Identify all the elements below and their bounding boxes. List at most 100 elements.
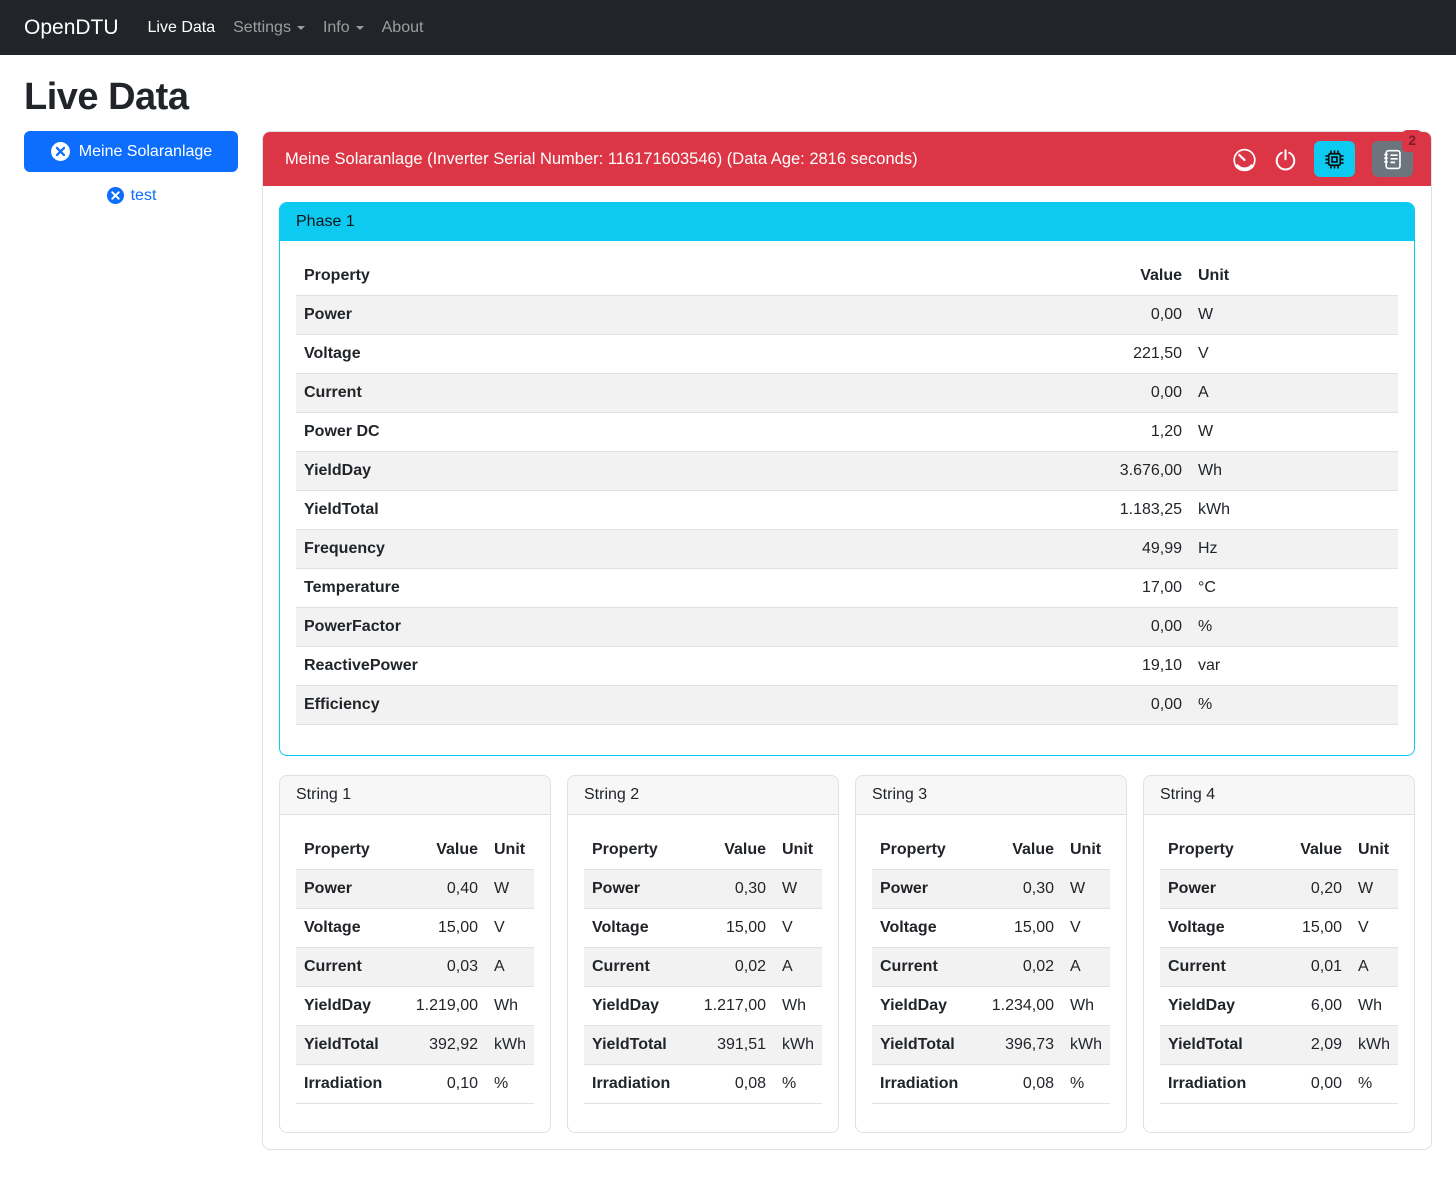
string-table: Property Value Unit Power 0,30 W Voltage 15,… xyxy=(872,831,1110,1104)
col-header-value: Value xyxy=(980,831,1062,870)
chevron-down-icon xyxy=(355,25,364,30)
string-card-title: String 1 xyxy=(280,776,550,815)
col-header-unit: Unit xyxy=(486,831,534,870)
table-header-row: Property Value Unit xyxy=(296,257,1398,296)
nav-item-info[interactable]: Info xyxy=(314,11,373,45)
table-row: YieldTotal 391,51 kWh xyxy=(584,1025,822,1065)
col-header-value: Value xyxy=(1268,831,1350,870)
string-table: Property Value Unit Power 0,20 W Voltage 15,… xyxy=(1160,831,1398,1104)
phase-card-title: Phase 1 xyxy=(280,203,1414,241)
table-row: YieldDay 6,00 Wh xyxy=(1160,986,1398,1026)
col-header-property: Property xyxy=(296,257,1050,296)
phase-card-body: Property Value Unit Power 0,00 W Voltage 221… xyxy=(280,241,1414,755)
limit-settings-button[interactable] xyxy=(1232,147,1257,172)
table-row: Current 0,02 A xyxy=(872,947,1110,987)
inverter-select-label: Meine Solaranlage xyxy=(78,142,213,160)
chevron-down-icon xyxy=(296,25,305,30)
journal-icon xyxy=(1384,149,1401,169)
inverter-header-actions: 2 xyxy=(1232,130,1422,177)
col-header-property: Property xyxy=(584,831,692,870)
device-info-button[interactable] xyxy=(1314,141,1355,177)
col-header-value: Value xyxy=(692,831,774,870)
table-row: PowerFactor 0,00% xyxy=(296,607,1398,647)
table-row: Frequency 49,99 Hz xyxy=(296,529,1398,569)
table-row: Voltage 15,00 V xyxy=(1160,908,1398,948)
nav-item-label: Info xyxy=(322,18,350,36)
col-header-property: Property xyxy=(872,831,980,870)
inverter-link-test[interactable]: test xyxy=(24,186,238,205)
col-header-property: Property xyxy=(1160,831,1268,870)
string-card-body: Property Value Unit Power 0,40 W Voltage 15,… xyxy=(280,815,550,1132)
table-row: YieldTotal 1.183,25 kWh xyxy=(296,490,1398,530)
string-table-body: Power 0,20 W Voltage 15,00 V Current 0,01 A Yield… xyxy=(1160,869,1398,1104)
nav-item-about[interactable]: About xyxy=(373,11,433,45)
event-log-button[interactable]: 2 xyxy=(1372,130,1422,177)
brand-logo[interactable]: OpenDTU xyxy=(24,15,119,39)
table-row: ReactivePower 19,10 var xyxy=(296,646,1398,686)
inverter-link-label: test xyxy=(130,186,157,204)
table-row: YieldDay 3.676,00 Wh xyxy=(296,451,1398,491)
x-circle-icon xyxy=(106,186,124,205)
nav-item-label: Settings xyxy=(233,18,291,36)
phase-card: Phase 1 Property Value Unit Power 0,00 W Vo… xyxy=(279,202,1415,756)
col-header-unit: Unit xyxy=(1350,831,1398,870)
string-table-body: Power 0,30 W Voltage 15,00 V Current 0,02 A Yield… xyxy=(872,869,1110,1104)
string-card: String 2 Property Value Unit Power 0,30 W V… xyxy=(567,775,839,1133)
inverter-select-button[interactable]: Meine Solaranlage xyxy=(24,131,238,172)
string-card-body: Property Value Unit Power 0,30 W Voltage 15,… xyxy=(568,815,838,1132)
table-row: Voltage 15,00 V xyxy=(296,908,534,948)
nav-item-settings[interactable]: Settings xyxy=(224,11,314,45)
table-row: Voltage 15,00 V xyxy=(872,908,1110,948)
table-row: YieldTotal 392,92 kWh xyxy=(296,1025,534,1065)
string-card-title: String 4 xyxy=(1144,776,1414,815)
table-row: Temperature 17,00 °C xyxy=(296,568,1398,608)
inverter-sidebar: Meine Solaranlage test xyxy=(24,131,238,205)
event-count-badge: 2 xyxy=(1402,130,1422,152)
string-card-title: String 2 xyxy=(568,776,838,815)
table-header-row: Property Value Unit xyxy=(872,831,1110,870)
table-row: YieldTotal 2,09 kWh xyxy=(1160,1025,1398,1065)
x-circle-icon xyxy=(50,142,70,161)
table-row: Voltage 15,00 V xyxy=(584,908,822,948)
table-row: YieldTotal 396,73 kWh xyxy=(872,1025,1110,1065)
speedometer-icon xyxy=(1233,148,1256,171)
string-card: String 4 Property Value Unit Power 0,20 W V… xyxy=(1143,775,1415,1133)
table-row: Irradiation 0,10% xyxy=(296,1064,534,1104)
inverter-card: Meine Solaranlage (Inverter Serial Numbe… xyxy=(262,130,1432,1150)
table-row: Current 0,02 A xyxy=(584,947,822,987)
table-row: YieldDay 1.219,00 Wh xyxy=(296,986,534,1026)
cpu-icon xyxy=(1325,149,1344,169)
table-row: Current 0,00 A xyxy=(296,373,1398,413)
nav-item-live-data[interactable]: Live Data xyxy=(139,11,225,45)
string-card-body: Property Value Unit Power 0,20 W Voltage 15,… xyxy=(1144,815,1414,1132)
table-row: YieldDay 1.234,00 Wh xyxy=(872,986,1110,1026)
table-row: Power 0,20 W xyxy=(1160,869,1398,909)
top-navbar: OpenDTU Live Data Settings Info About xyxy=(0,0,1456,55)
table-row: Voltage 221,50 V xyxy=(296,334,1398,374)
table-row: Irradiation 0,00% xyxy=(1160,1064,1398,1104)
table-row: Efficiency 0,00% xyxy=(296,685,1398,725)
col-header-unit: Unit xyxy=(1062,831,1110,870)
table-header-row: Property Value Unit xyxy=(296,831,534,870)
table-header-row: Property Value Unit xyxy=(1160,831,1398,870)
string-card: String 1 Property Value Unit Power 0,40 W V… xyxy=(279,775,551,1133)
power-icon xyxy=(1275,148,1296,170)
table-row: Power 0,30 W xyxy=(584,869,822,909)
inverter-card-header: Meine Solaranlage (Inverter Serial Numbe… xyxy=(263,130,1431,186)
string-table: Property Value Unit Power 0,30 W Voltage 15,… xyxy=(584,831,822,1104)
phase-table-body: Power 0,00 W Voltage 221,50 V Current 0,00 A Powe… xyxy=(296,295,1398,725)
string-table-body: Power 0,40 W Voltage 15,00 V Current 0,03 A Yield… xyxy=(296,869,534,1104)
col-header-property: Property xyxy=(296,831,404,870)
nav-item-label: About xyxy=(381,18,424,36)
string-card-title: String 3 xyxy=(856,776,1126,815)
col-header-unit: Unit xyxy=(774,831,822,870)
power-toggle-button[interactable] xyxy=(1274,148,1297,171)
table-row: YieldDay 1.217,00 Wh xyxy=(584,986,822,1026)
table-row: Power 0,30 W xyxy=(872,869,1110,909)
col-header-value: Value xyxy=(404,831,486,870)
string-card: String 3 Property Value Unit Power 0,30 W V… xyxy=(855,775,1127,1133)
table-row: Power DC 1,20 W xyxy=(296,412,1398,452)
table-row: Irradiation 0,08% xyxy=(584,1064,822,1104)
col-header-unit: Unit xyxy=(1190,257,1398,296)
strings-row: String 1 Property Value Unit Power 0,40 W V… xyxy=(279,775,1415,1133)
